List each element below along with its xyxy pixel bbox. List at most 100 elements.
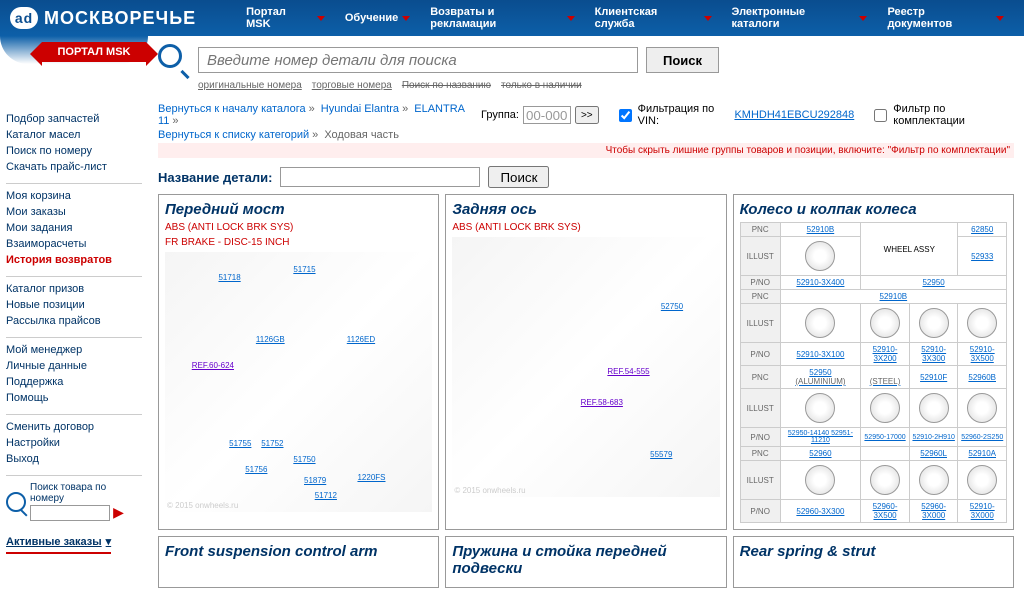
cards-grid: Передний мост ABS (ANTI LOCK BRK SYS) FR B… bbox=[158, 194, 1014, 530]
card-title[interactable]: Front suspension control arm bbox=[165, 543, 432, 560]
sidebar-item[interactable]: Мой менеджер bbox=[6, 342, 142, 358]
part-number-link[interactable]: REF.60-624 bbox=[192, 361, 234, 370]
part-number-link[interactable]: 51755 bbox=[229, 439, 251, 448]
catalog-card: Колесо и колпак колеса PNC52910BWHEEL ASS… bbox=[733, 194, 1014, 530]
vin-link[interactable]: KMHDH41EBCU292848 bbox=[734, 109, 854, 121]
part-number-link[interactable]: 51718 bbox=[218, 273, 240, 282]
search-icon bbox=[158, 44, 190, 76]
part-number-link[interactable]: 51712 bbox=[315, 491, 337, 500]
card-title[interactable]: Задняя ось bbox=[452, 201, 719, 218]
search-button[interactable]: Поиск bbox=[646, 47, 719, 73]
group-input[interactable] bbox=[523, 106, 571, 124]
logo[interactable]: ad МОСКВОРЕЧЬЕ bbox=[10, 7, 196, 29]
part-number-link[interactable]: 51752 bbox=[261, 439, 283, 448]
comp-filter: Фильтр по комплектации bbox=[874, 103, 1014, 127]
part-diagram[interactable]: 52750 REF.54-555 REF.58-683 55579 © 2015 onw… bbox=[452, 237, 719, 497]
sidebar-item[interactable]: Подбор запчастей bbox=[6, 111, 142, 127]
sidebar: Подбор запчастейКаталог маселПоиск по но… bbox=[0, 99, 148, 592]
top-nav-item[interactable]: Реестр документов bbox=[877, 6, 1014, 30]
part-number-link[interactable]: 1220FS bbox=[357, 473, 385, 482]
part-number-link[interactable]: 51879 bbox=[304, 476, 326, 485]
sidebar-item[interactable]: Скачать прайс-лист bbox=[6, 159, 142, 175]
wheel-assembly-table: PNC52910BWHEEL ASSY62850ILLUST52933P/NO5… bbox=[740, 222, 1007, 523]
group-label: Группа: bbox=[481, 109, 519, 121]
logo-text: МОСКВОРЕЧЬЕ bbox=[44, 8, 196, 29]
part-number-link[interactable]: 1126ED bbox=[347, 335, 375, 344]
logo-icon: ad bbox=[10, 7, 38, 29]
top-nav-item[interactable]: Клиентская служба bbox=[585, 6, 722, 30]
sidebar-search-label: Поиск товара по номеру bbox=[30, 482, 142, 504]
chevron-down-icon: ▾ bbox=[106, 536, 112, 548]
detail-search: Название детали: Поиск bbox=[158, 166, 1014, 188]
detail-search-label: Название детали: bbox=[158, 170, 272, 185]
part-number-link[interactable]: 51756 bbox=[245, 465, 267, 474]
sidebar-item[interactable]: Поддержка bbox=[6, 374, 142, 390]
part-number-link[interactable]: 51750 bbox=[293, 455, 315, 464]
part-number-link[interactable]: 52750 bbox=[661, 302, 683, 311]
group-go-button[interactable]: >> bbox=[575, 106, 599, 124]
detail-search-input[interactable] bbox=[280, 167, 480, 187]
sidebar-item[interactable]: Настройки bbox=[6, 435, 142, 451]
card-title[interactable]: Передний мост bbox=[165, 201, 432, 218]
search-links: оригинальные номера торговые номера Поиск … bbox=[198, 80, 1014, 91]
top-header: ad МОСКВОРЕЧЬЕ Портал MSKОбучениеВозврат… bbox=[0, 0, 1024, 36]
sidebar-item[interactable]: Каталог призов bbox=[6, 281, 142, 297]
sidebar-item[interactable]: Каталог масел bbox=[6, 127, 142, 143]
portal-badge[interactable]: ПОРТАЛ MSK bbox=[42, 42, 147, 62]
card-title[interactable]: Колесо и колпак колеса bbox=[740, 201, 1007, 218]
breadcrumb-back-categories[interactable]: Вернуться к списку категорий bbox=[158, 129, 309, 141]
top-nav-item[interactable]: Портал MSK bbox=[236, 6, 335, 30]
top-nav-item[interactable]: Возвраты и рекламации bbox=[420, 6, 584, 30]
detail-search-button[interactable]: Поиск bbox=[488, 166, 549, 188]
card-title[interactable]: Rear spring & strut bbox=[740, 543, 1007, 560]
sidebar-item[interactable]: Мои задания bbox=[6, 220, 142, 236]
search-link[interactable]: торговые номера bbox=[312, 80, 392, 91]
sidebar-item[interactable]: История возвратов bbox=[6, 252, 142, 268]
search-link[interactable]: оригинальные номера bbox=[198, 80, 302, 91]
part-number-link[interactable]: 51715 bbox=[293, 265, 315, 274]
active-orders-link[interactable]: Активные заказы▾ bbox=[6, 531, 111, 554]
breadcrumb-current: Ходовая часть bbox=[324, 129, 399, 141]
sidebar-item[interactable]: Моя корзина bbox=[6, 188, 142, 204]
sidebar-item[interactable]: Поиск по номеру bbox=[6, 143, 142, 159]
sidebar-item[interactable]: Новые позиции bbox=[6, 297, 142, 313]
top-nav-item[interactable]: Обучение bbox=[335, 6, 420, 30]
sidebar-item[interactable]: Личные данные bbox=[6, 358, 142, 374]
sidebar-item[interactable]: Сменить договор bbox=[6, 419, 142, 435]
sidebar-item[interactable]: Помощь bbox=[6, 390, 142, 406]
sidebar-item[interactable]: Взаиморасчеты bbox=[6, 236, 142, 252]
sidebar-search-input[interactable] bbox=[30, 505, 110, 521]
breadcrumb-back-catalog[interactable]: Вернуться к началу каталога bbox=[158, 103, 306, 115]
card-title[interactable]: Пружина и стойка передней подвески bbox=[452, 543, 719, 577]
top-nav-item[interactable]: Электронные каталоги bbox=[722, 6, 878, 30]
sidebar-item[interactable]: Мои заказы bbox=[6, 204, 142, 220]
watermark: © 2015 onwheels.ru bbox=[167, 501, 238, 510]
part-number-link[interactable]: REF.54-555 bbox=[607, 367, 649, 376]
part-diagram[interactable]: 51715 51718 1126GB 1126ED REF.60-624 51755 517… bbox=[165, 252, 432, 512]
card-subtitle[interactable]: ABS (ANTI LOCK BRK SYS) bbox=[165, 222, 432, 233]
search-input[interactable] bbox=[198, 47, 638, 73]
part-number-link[interactable]: 55579 bbox=[650, 450, 672, 459]
catalog-card: Передний мост ABS (ANTI LOCK BRK SYS) FR B… bbox=[158, 194, 439, 530]
watermark: © 2015 onwheels.ru bbox=[454, 486, 525, 495]
card-subtitle[interactable]: FR BRAKE - DISC-15 INCH bbox=[165, 237, 432, 248]
go-arrow-icon[interactable]: ▶ bbox=[113, 504, 124, 520]
part-number-link[interactable]: 1126GB bbox=[256, 335, 285, 344]
catalog-card: Пружина и стойка передней подвески bbox=[445, 536, 726, 588]
sidebar-search[interactable]: Поиск товара по номеру ▶ bbox=[6, 475, 142, 521]
breadcrumb-item[interactable]: Hyundai Elantra bbox=[321, 103, 399, 115]
catalog-card: Rear spring & strut bbox=[733, 536, 1014, 588]
part-number-link[interactable]: REF.58-683 bbox=[581, 398, 623, 407]
card-subtitle[interactable]: ABS (ANTI LOCK BRK SYS) bbox=[452, 222, 719, 233]
comp-checkbox[interactable] bbox=[874, 109, 887, 122]
sidebar-item[interactable]: Рассылка прайсов bbox=[6, 313, 142, 329]
content: Вернуться к началу каталога» Hyundai Ela… bbox=[148, 99, 1024, 592]
sidebar-item[interactable]: Выход bbox=[6, 451, 142, 467]
bottom-cards-grid: Front suspension control arm Пружина и ст… bbox=[158, 536, 1014, 588]
search-link-disabled: Поиск по названию bbox=[402, 80, 491, 91]
search-link-disabled: только в наличии bbox=[501, 80, 582, 91]
vin-label: Фильтрация по VIN: bbox=[638, 103, 729, 127]
catalog-card: Задняя ось ABS (ANTI LOCK BRK SYS) 52750 RE… bbox=[445, 194, 726, 530]
main-search-row: Поиск bbox=[158, 44, 1014, 76]
vin-checkbox[interactable] bbox=[619, 109, 632, 122]
